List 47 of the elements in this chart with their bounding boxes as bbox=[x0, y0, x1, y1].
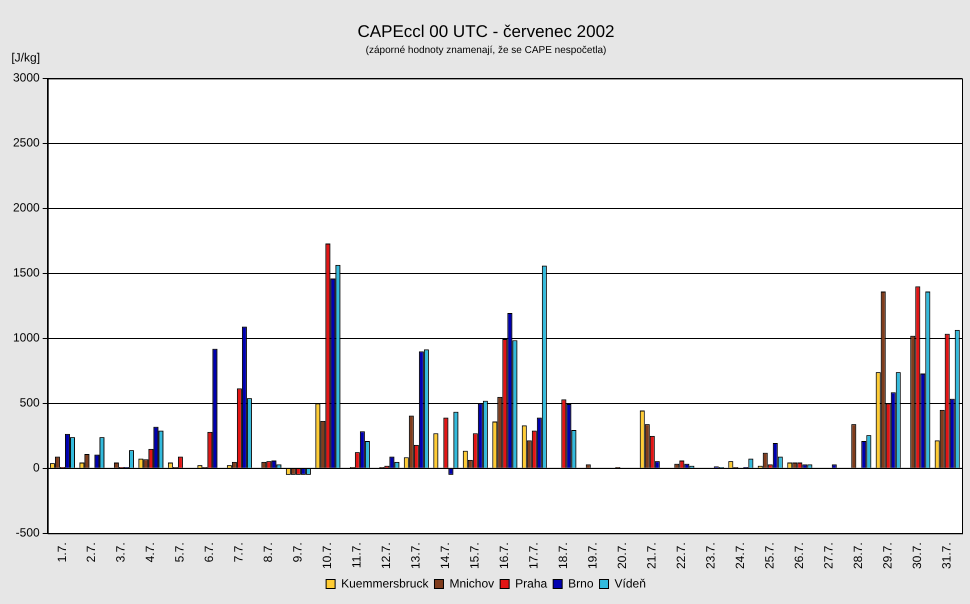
x-tick-label: 26.7. bbox=[792, 542, 806, 570]
y-tick-label: 2000 bbox=[12, 200, 40, 215]
legend-label: Mnichov bbox=[449, 576, 494, 590]
x-tick-label: 7.7. bbox=[232, 542, 246, 562]
legend-label: Kuemmersbruck bbox=[341, 576, 430, 590]
x-tick-label: 19.7. bbox=[586, 542, 600, 570]
y-tick-label: 1500 bbox=[12, 266, 40, 280]
x-tick-label: 2.7. bbox=[84, 542, 98, 562]
x-tick-label: 21.7. bbox=[644, 542, 659, 570]
x-tick-label: 10.7. bbox=[320, 542, 334, 570]
x-tick-label: 20.7. bbox=[615, 542, 630, 570]
legend-label: Vídeň bbox=[614, 576, 646, 590]
y-tick-label: 500 bbox=[20, 396, 40, 410]
x-tick-label: 14.7. bbox=[438, 542, 452, 570]
x-tick-label: 4.7. bbox=[143, 542, 158, 562]
chart-title: CAPEccl 00 UTC - červenec 2002 bbox=[358, 22, 614, 41]
x-tick-label: 5.7. bbox=[172, 542, 187, 562]
x-tick-label: 29.7. bbox=[880, 542, 895, 570]
x-tick-label: 25.7. bbox=[762, 542, 777, 570]
legend-label: Brno bbox=[568, 576, 594, 590]
y-tick-label: 2500 bbox=[12, 136, 40, 150]
x-tick-label: 1.7. bbox=[54, 542, 69, 562]
x-tick-label: 31.7. bbox=[940, 542, 954, 570]
legend-label: Praha bbox=[515, 576, 548, 590]
x-tick-label: 11.7. bbox=[350, 542, 364, 568]
x-tick-label: 30.7. bbox=[910, 542, 924, 570]
x-tick-label: 16.7. bbox=[497, 542, 512, 570]
y-tick-label: 3000 bbox=[12, 70, 40, 85]
x-tick-label: 22.7. bbox=[674, 542, 688, 570]
x-tick-label: 17.7. bbox=[526, 542, 541, 570]
x-tick-label: 6.7. bbox=[202, 542, 216, 562]
x-tick-label: 24.7. bbox=[733, 542, 748, 570]
y-tick-label: 1000 bbox=[12, 330, 40, 345]
x-tick-label: 27.7. bbox=[822, 542, 836, 570]
x-tick-label: 3.7. bbox=[114, 542, 128, 562]
x-tick-label: 9.7. bbox=[290, 542, 305, 562]
x-tick-label: 15.7. bbox=[468, 542, 482, 570]
x-tick-label: 12.7. bbox=[379, 542, 394, 570]
x-tick-label: 13.7. bbox=[408, 542, 423, 570]
x-tick-label: 23.7. bbox=[704, 542, 718, 570]
y-axis-title: [J/kg] bbox=[11, 50, 40, 65]
y-tick-label: 0 bbox=[33, 460, 40, 475]
chart-subtitle: (záporné hodnoty znamenají, že se CAPE nespočetla) bbox=[366, 45, 606, 56]
x-tick-label: 8.7. bbox=[261, 542, 276, 562]
y-tick-label: -500 bbox=[16, 526, 40, 540]
x-tick-label: 18.7. bbox=[556, 542, 570, 570]
x-tick-label: 28.7. bbox=[851, 542, 866, 570]
